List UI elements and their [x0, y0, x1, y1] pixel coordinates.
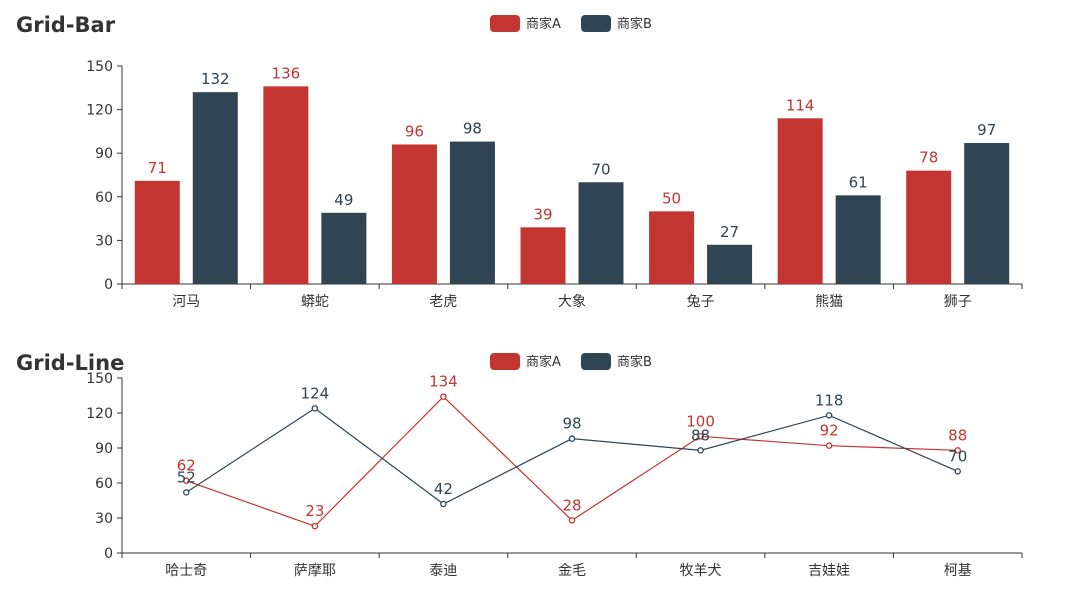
bar-data-label: 71 — [148, 159, 167, 177]
bar-data-label: 49 — [334, 191, 353, 209]
bar-data-label: 78 — [919, 149, 938, 167]
bar-a — [391, 144, 437, 284]
chart-title: Grid-Bar — [16, 13, 116, 37]
line-data-label: 88 — [691, 426, 710, 444]
y-tick-label: 30 — [95, 511, 113, 527]
x-tick-label: 河马 — [172, 294, 200, 310]
chart-title: Grid-Line — [16, 351, 124, 375]
x-tick-label: 柯基 — [944, 562, 972, 579]
line-data-label: 98 — [562, 415, 581, 433]
bar-data-label: 61 — [849, 173, 868, 191]
bar-a — [906, 170, 952, 284]
bar-b — [192, 92, 238, 284]
bar-data-label: 136 — [272, 64, 301, 82]
line-data-label: 70 — [948, 447, 967, 465]
x-tick-label: 蟒蛇 — [301, 294, 329, 310]
bar-a — [134, 180, 180, 284]
bar-data-label: 70 — [591, 160, 610, 178]
bar-b — [321, 212, 367, 284]
x-tick-label: 牧羊犬 — [680, 563, 722, 579]
y-tick-label: 60 — [95, 476, 113, 492]
bar-data-label: 96 — [405, 122, 424, 140]
x-tick-label: 金毛 — [558, 563, 586, 579]
bar-data-label: 50 — [662, 189, 681, 207]
bar-b — [578, 182, 624, 284]
bar-data-label: 97 — [977, 121, 996, 139]
bar-b — [964, 143, 1010, 284]
chart-2: Grid-Line 商家A 商家B 0 30 60 90 120 150 哈士奇 萨摩耶 泰迪 金毛 牧羊… — [16, 351, 1023, 579]
line-data-label: 92 — [820, 422, 839, 440]
x-tick-label: 泰迪 — [429, 563, 457, 579]
line-point-a — [825, 442, 833, 449]
line-data-label: 52 — [177, 468, 196, 486]
line-point-b — [311, 405, 319, 412]
legend-label-1: 商家A — [526, 354, 561, 370]
line-data-label: 42 — [434, 480, 453, 498]
y-tick-label: 120 — [86, 406, 113, 422]
bar-b — [707, 244, 753, 284]
bar-a — [777, 118, 823, 284]
x-tick-label: 老虎 — [429, 294, 457, 310]
line-data-label: 28 — [562, 496, 581, 514]
y-tick-label: 90 — [95, 146, 113, 162]
chart-1: Grid-Bar 商家A 商家B 0 30 60 90 120 150 河马 蟒蛇 老虎 大象 兔子 熊猫 狮… — [16, 13, 1023, 310]
x-tick-label: 熊猫 — [815, 294, 843, 310]
legend-swatch-1 — [490, 353, 520, 370]
x-tick-label: 大象 — [558, 294, 586, 310]
bar-data-label: 132 — [201, 70, 230, 88]
line-point-b — [568, 435, 576, 442]
line-point-b — [183, 489, 190, 496]
line-point-a — [311, 522, 319, 530]
y-tick-label: 150 — [86, 59, 113, 75]
x-tick-label: 狮子 — [944, 294, 972, 310]
line-point-b — [825, 412, 833, 419]
line-point-a — [568, 517, 576, 524]
y-tick-label: 0 — [104, 546, 113, 562]
line-data-label: 134 — [429, 373, 458, 391]
x-tick-label: 萨摩耶 — [294, 562, 336, 579]
legend-swatch-1 — [490, 15, 520, 32]
y-tick-label: 30 — [95, 233, 113, 249]
line-point-b — [440, 500, 447, 508]
bar-data-label: 27 — [720, 223, 739, 241]
x-tick-label: 兔子 — [687, 294, 715, 310]
x-tick-label: 吉娃娃 — [808, 563, 850, 579]
x-tick-label: 哈士奇 — [165, 562, 207, 579]
bar-a — [520, 227, 566, 284]
bar-data-label: 114 — [786, 96, 815, 114]
bar-a — [263, 86, 309, 284]
line-point-a — [954, 447, 961, 454]
legend-label-2: 商家B — [617, 354, 652, 370]
bar-b — [835, 195, 881, 284]
line-data-label: 124 — [301, 384, 330, 402]
bar-data-label: 39 — [533, 205, 552, 223]
line-point-a — [183, 477, 190, 484]
bar-b — [449, 141, 495, 284]
line-point-a — [440, 393, 447, 400]
line-data-label: 100 — [686, 412, 715, 430]
legend-label-2: 商家B — [617, 16, 652, 32]
line-data-label: 88 — [948, 426, 967, 444]
line-data-label: 118 — [815, 391, 844, 409]
line-point-b — [954, 468, 961, 475]
legend-swatch-2 — [581, 353, 611, 370]
legend-swatch-2 — [581, 15, 611, 32]
y-tick-label: 60 — [95, 190, 113, 206]
y-tick-label: 0 — [104, 277, 113, 293]
y-tick-label: 150 — [86, 371, 113, 387]
line-point-b — [697, 447, 704, 454]
y-tick-label: 120 — [86, 103, 113, 119]
bar-data-label: 98 — [463, 120, 482, 138]
y-tick-label: 90 — [95, 441, 113, 457]
line-data-label: 62 — [177, 457, 196, 475]
legend-label-1: 商家A — [526, 16, 561, 32]
bar-a — [649, 211, 695, 284]
line-point-a — [697, 433, 704, 440]
line-data-label: 23 — [305, 502, 324, 520]
